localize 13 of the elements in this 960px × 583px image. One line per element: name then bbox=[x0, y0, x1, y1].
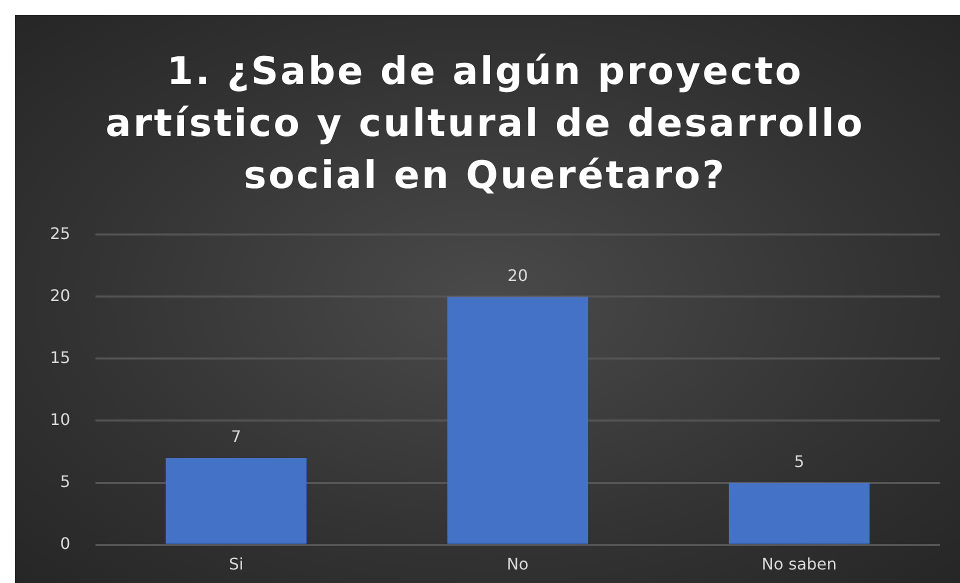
data-label: 7 bbox=[231, 427, 242, 446]
y-tick-label: 20 bbox=[50, 286, 70, 305]
chart-title: 1. ¿Sabe de algún proyecto artístico y cultural de desarrollo social en Querétaro? bbox=[105, 48, 865, 199]
x-tick-label: Si bbox=[228, 554, 244, 574]
y-tick-label: 25 bbox=[50, 224, 70, 243]
y-tick-label: 5 bbox=[60, 472, 70, 491]
y-tick-label: 15 bbox=[50, 348, 70, 367]
x-tick-label: No saben bbox=[762, 554, 837, 574]
data-label: 20 bbox=[508, 266, 528, 285]
data-label: 5 bbox=[794, 452, 804, 471]
y-tick-label: 0 bbox=[60, 534, 70, 553]
y-tick-label: 10 bbox=[50, 410, 70, 429]
x-tick-label: No bbox=[506, 554, 529, 574]
